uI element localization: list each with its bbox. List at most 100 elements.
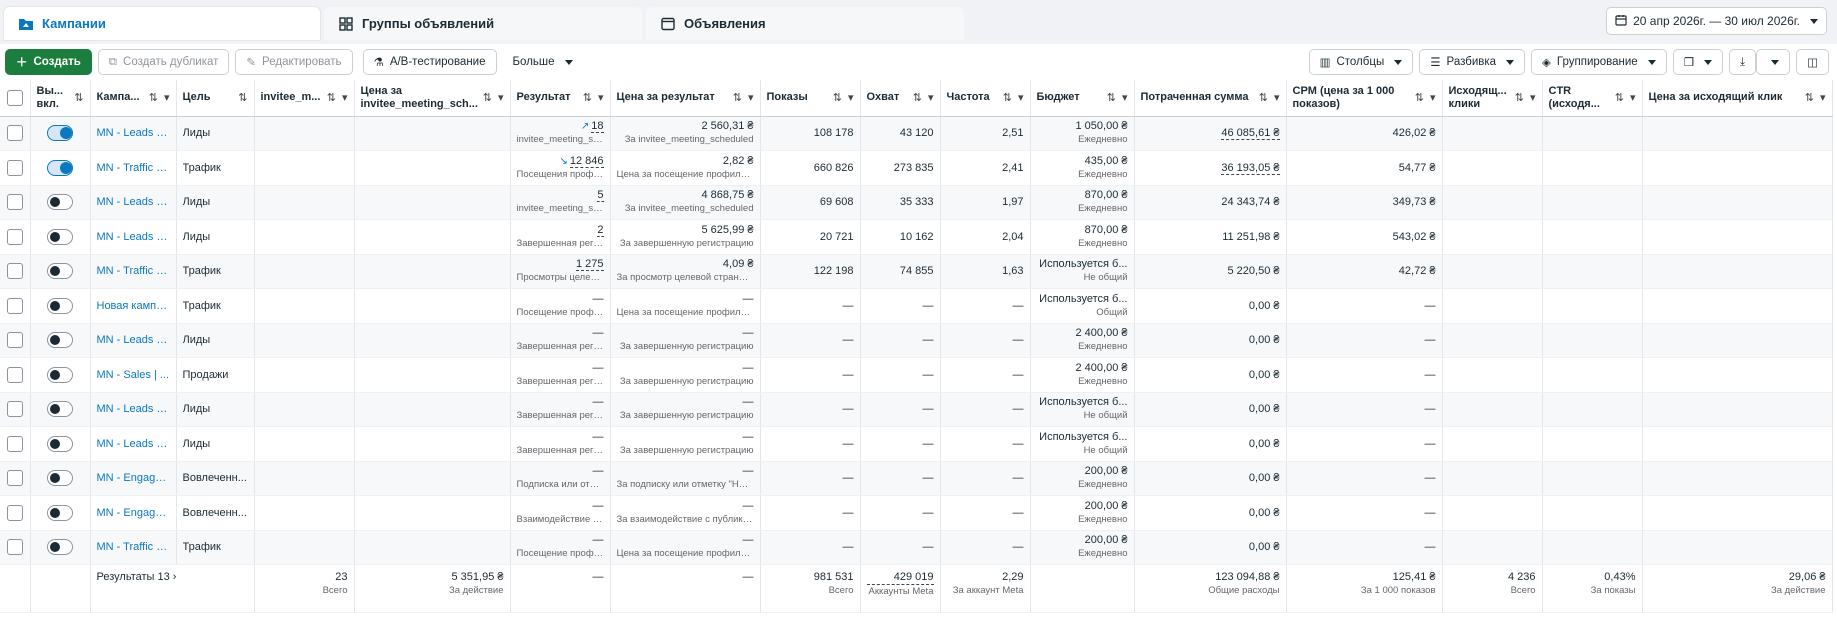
header-out-clicks[interactable]: Исходящ... клики ⇅ ▾: [1442, 80, 1543, 117]
tab-campaigns[interactable]: Кампании: [4, 7, 320, 40]
budget-value[interactable]: 200,00 ₴: [1084, 499, 1128, 512]
caret-down-icon[interactable]: ▾: [1429, 92, 1436, 105]
sort-icon[interactable]: ⇅: [1514, 92, 1524, 105]
sort-icon[interactable]: ⇅: [482, 92, 492, 105]
caret-down-icon[interactable]: ▾: [341, 92, 348, 105]
header-goal[interactable]: Цель ⇅: [176, 80, 255, 117]
delivery-toggle[interactable]: [47, 263, 73, 280]
result-value[interactable]: —: [592, 430, 604, 443]
caret-down-icon[interactable]: ▾: [747, 92, 754, 105]
row-checkbox[interactable]: [6, 297, 23, 314]
delivery-toggle[interactable]: [47, 470, 73, 487]
header-impressions[interactable]: Показы ⇅ ▾: [760, 80, 861, 117]
result-value[interactable]: —: [592, 465, 604, 478]
budget-value[interactable]: 200,00 ₴: [1084, 534, 1128, 547]
header-onoff[interactable]: Вы... вкл. ⇅: [30, 80, 91, 117]
summary-label-cell[interactable]: Результаты 13 ›: [90, 564, 255, 613]
campaign-name-link[interactable]: MN - Sales | ...: [96, 368, 170, 381]
row-checkbox[interactable]: [6, 470, 23, 487]
caret-down-icon[interactable]: ▾: [1819, 92, 1826, 105]
result-value[interactable]: 2: [597, 223, 604, 237]
edit-button[interactable]: ✎ Редактировать: [235, 49, 353, 75]
create-button[interactable]: ＋ Создать: [5, 49, 92, 75]
table-row[interactable]: Новая кампа... Трафик — Посещение профил.…: [0, 288, 1833, 324]
campaign-name-link[interactable]: MN - Traffic | ...: [96, 161, 170, 174]
campaign-name-link[interactable]: MN - Leads | ...: [96, 403, 170, 416]
sort-icon[interactable]: ⇅: [1258, 92, 1268, 105]
header-campaign[interactable]: Кампа... ⇅ ▾: [90, 80, 177, 117]
result-value[interactable]: —: [592, 327, 604, 340]
row-checkbox[interactable]: [6, 263, 23, 280]
campaign-name-link[interactable]: MN - Leads | ...: [96, 127, 170, 140]
caret-down-icon[interactable]: ▾: [1121, 92, 1128, 105]
sort-icon[interactable]: ⇅: [832, 92, 842, 105]
header-invitee[interactable]: invitee_m... ⇅ ▾: [254, 80, 355, 117]
result-value[interactable]: —: [592, 361, 604, 374]
table-row[interactable]: MN - Traffic | ... Трафик — Посещение про…: [0, 530, 1833, 565]
select-all-checkbox[interactable]: [6, 89, 23, 106]
row-checkbox[interactable]: [6, 401, 23, 418]
delivery-toggle[interactable]: [47, 366, 73, 383]
row-checkbox[interactable]: [6, 159, 23, 176]
table-row[interactable]: MN - Leads | ... Лиды — Завершенная регис…: [0, 323, 1833, 358]
table-row[interactable]: MN - Engage... Вовлеченн... — Подписка ил…: [0, 461, 1833, 496]
result-value[interactable]: 1 275: [575, 258, 604, 272]
budget-value[interactable]: Используется б...: [1039, 396, 1128, 409]
delivery-toggle[interactable]: [47, 435, 73, 452]
campaign-name-link[interactable]: MN - Leads | ...: [96, 334, 170, 347]
caret-down-icon[interactable]: ▾: [847, 92, 854, 105]
date-range-picker[interactable]: 20 апр 2026г. — 30 июл 2026г.: [1606, 7, 1827, 35]
delivery-toggle[interactable]: [47, 539, 73, 556]
sort-icon[interactable]: ⇅: [74, 92, 84, 105]
breakdown-button[interactable]: ☰ Разбивка: [1419, 49, 1526, 75]
row-checkbox[interactable]: [6, 125, 23, 142]
duplicate-button[interactable]: ⧉ Создать дубликат: [97, 49, 230, 75]
caret-down-icon[interactable]: ▾: [1273, 92, 1280, 105]
table-row[interactable]: MN - Sales | ... Продажи — Завершенная ре…: [0, 357, 1833, 393]
more-button[interactable]: Больше: [502, 49, 583, 75]
export-button[interactable]: ⤓: [1729, 49, 1757, 75]
header-cost-result[interactable]: Цена за результат ⇅ ▾: [610, 80, 761, 117]
reports-button[interactable]: ❐: [1672, 49, 1724, 75]
table-row[interactable]: MN - Leads | ... Лиды — Завершенная регис…: [0, 392, 1833, 427]
chart-panel-button[interactable]: ◫: [1796, 49, 1829, 75]
budget-value[interactable]: 435,00 ₴: [1084, 154, 1128, 167]
sort-icon[interactable]: ⇅: [238, 92, 248, 105]
budget-value[interactable]: Используется б...: [1039, 292, 1128, 305]
header-budget[interactable]: Бюджет ⇅ ▾: [1030, 80, 1135, 117]
header-spent[interactable]: Потраченная сумма ⇅ ▾: [1134, 80, 1287, 117]
campaign-name-link[interactable]: Новая кампа...: [96, 299, 170, 312]
delivery-toggle[interactable]: [47, 332, 73, 349]
row-checkbox[interactable]: [6, 228, 23, 245]
row-checkbox[interactable]: [6, 504, 23, 521]
caret-down-icon[interactable]: ▾: [497, 92, 504, 105]
table-row[interactable]: MN - Leads | ... Лиды 2 Завершенная регис…: [0, 219, 1833, 255]
result-value[interactable]: —: [592, 499, 604, 512]
campaign-name-link[interactable]: MN - Leads | ...: [96, 196, 170, 209]
tab-ads[interactable]: Объявления: [646, 7, 964, 40]
grouping-button[interactable]: ◈ Группирование: [1531, 49, 1667, 75]
delivery-toggle[interactable]: [47, 504, 73, 521]
caret-down-icon[interactable]: ▾: [927, 92, 934, 105]
sort-icon[interactable]: ⇅: [1804, 92, 1814, 105]
sort-icon[interactable]: ⇅: [326, 92, 336, 105]
caret-down-icon[interactable]: ▾: [163, 92, 170, 105]
delivery-toggle[interactable]: [47, 401, 73, 418]
budget-value[interactable]: Используется б...: [1039, 258, 1128, 271]
sort-icon[interactable]: ⇅: [732, 92, 742, 105]
columns-button[interactable]: ▥ Столбцы: [1308, 49, 1414, 75]
campaign-name-link[interactable]: MN - Engage...: [96, 472, 170, 485]
caret-down-icon[interactable]: ▾: [1017, 92, 1024, 105]
export-dropdown[interactable]: [1756, 49, 1791, 75]
header-result[interactable]: Результат ⇅ ▾: [510, 80, 611, 117]
sort-icon[interactable]: ⇅: [1002, 92, 1012, 105]
header-ctr[interactable]: CTR (исходя... ⇅ ▾: [1542, 80, 1643, 117]
budget-value[interactable]: 200,00 ₴: [1084, 465, 1128, 478]
table-row[interactable]: MN - Leads | ... Лиды — Завершенная регис…: [0, 426, 1833, 462]
result-value[interactable]: 5: [597, 189, 604, 203]
row-checkbox[interactable]: [6, 332, 23, 349]
header-cpm[interactable]: CPM (цена за 1 000 показов) ⇅ ▾: [1286, 80, 1443, 117]
campaign-name-link[interactable]: MN - Traffic | ...: [96, 265, 170, 278]
result-value[interactable]: 12 846: [569, 154, 604, 168]
row-checkbox[interactable]: [6, 366, 23, 383]
